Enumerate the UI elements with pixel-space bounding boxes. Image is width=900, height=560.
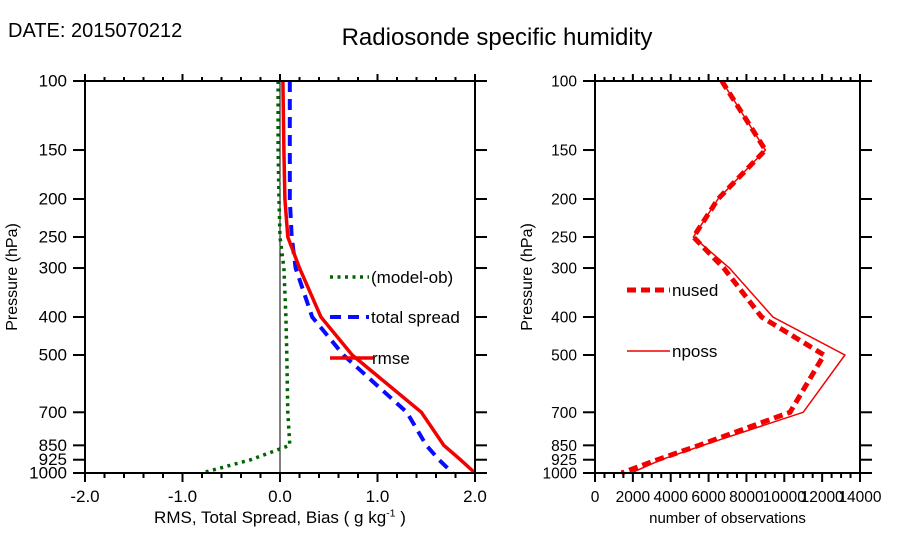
x-tick-label: 4000: [653, 489, 688, 506]
right-x-axis-title: number of observations: [649, 510, 806, 527]
x-tick-label: 10000: [763, 489, 806, 506]
x-tick-label: 8000: [729, 489, 764, 506]
total-spread-line: [287, 81, 454, 475]
legend-label-nused: nused: [672, 281, 719, 300]
y-tick-label: 700: [551, 405, 577, 422]
y-tick-label: 400: [551, 310, 577, 327]
date-label: DATE: 2015070212: [8, 20, 183, 42]
x-tick-label: 2000: [616, 489, 651, 506]
left-x-axis-title-exponent: -1: [386, 507, 396, 520]
y-tick-label: 300: [39, 259, 67, 278]
y-tick-label: 250: [39, 227, 67, 246]
y-tick-label: 500: [551, 347, 577, 364]
right-ticks: [583, 74, 872, 482]
x-tick-label: 6000: [691, 489, 726, 506]
legend-label-rmse: rmse: [372, 349, 410, 368]
x-tick-label: -1.0: [168, 487, 197, 506]
right-frame: [594, 80, 861, 474]
y-tick-label: 200: [39, 190, 67, 209]
x-tick-label: 12000: [801, 489, 844, 506]
x-tick-label: -2.0: [70, 487, 99, 506]
legend-label-total-spread: total spread: [371, 308, 460, 327]
model-ob-line: [201, 81, 292, 475]
y-tick-label: 250: [551, 229, 577, 246]
y-tick-label: 500: [39, 345, 67, 364]
left-panel: -2.0 -1.0 0.0 1.0 2.0 100 150 200 250 300 400 500 70…: [29, 72, 487, 506]
legend-label-nposs: nposs: [672, 342, 718, 361]
y-tick-label: 1000: [543, 466, 578, 483]
y-tick-label: 850: [39, 436, 67, 455]
left-x-axis-title-main: RMS, Total Spread, Bias ( g kg: [154, 508, 387, 527]
y-tick-label: 925: [551, 452, 577, 469]
left-x-axis-title: RMS, Total Spread, Bias ( g kg-1 ): [85, 508, 475, 528]
y-tick-label: 150: [551, 143, 577, 160]
y-tick-label: 200: [551, 192, 577, 209]
y-tick-label: 700: [39, 403, 67, 422]
y-tick-label: 850: [551, 438, 577, 455]
rmse-line: [281, 80, 477, 475]
nused-line: [620, 79, 828, 476]
x-tick-label: 0.0: [268, 487, 292, 506]
x-tick-label: 14000: [838, 489, 881, 506]
y-tick-label: 300: [551, 261, 577, 278]
left-ticks: [73, 74, 487, 482]
y-tick-label: 150: [39, 141, 67, 160]
y-tick-label: 100: [39, 72, 67, 91]
y-tick-label: 925: [39, 450, 67, 469]
y-tick-label: 100: [551, 74, 577, 91]
x-tick-label: 0: [591, 489, 600, 506]
left-y-axis-title: Pressure (hPa): [4, 223, 21, 331]
y-tick-label: 1000: [29, 464, 67, 483]
nposs-line: [630, 80, 847, 474]
x-tick-label: 2.0: [463, 487, 487, 506]
left-x-axis-title-end: ): [395, 508, 406, 527]
right-y-axis-title: Pressure (hPa): [519, 223, 536, 331]
legend-label-model-ob: (model-ob): [371, 268, 454, 287]
plot-title: Radiosonde specific humidity: [341, 24, 653, 51]
x-tick-label: 1.0: [366, 487, 390, 506]
y-tick-label: 400: [39, 308, 67, 327]
